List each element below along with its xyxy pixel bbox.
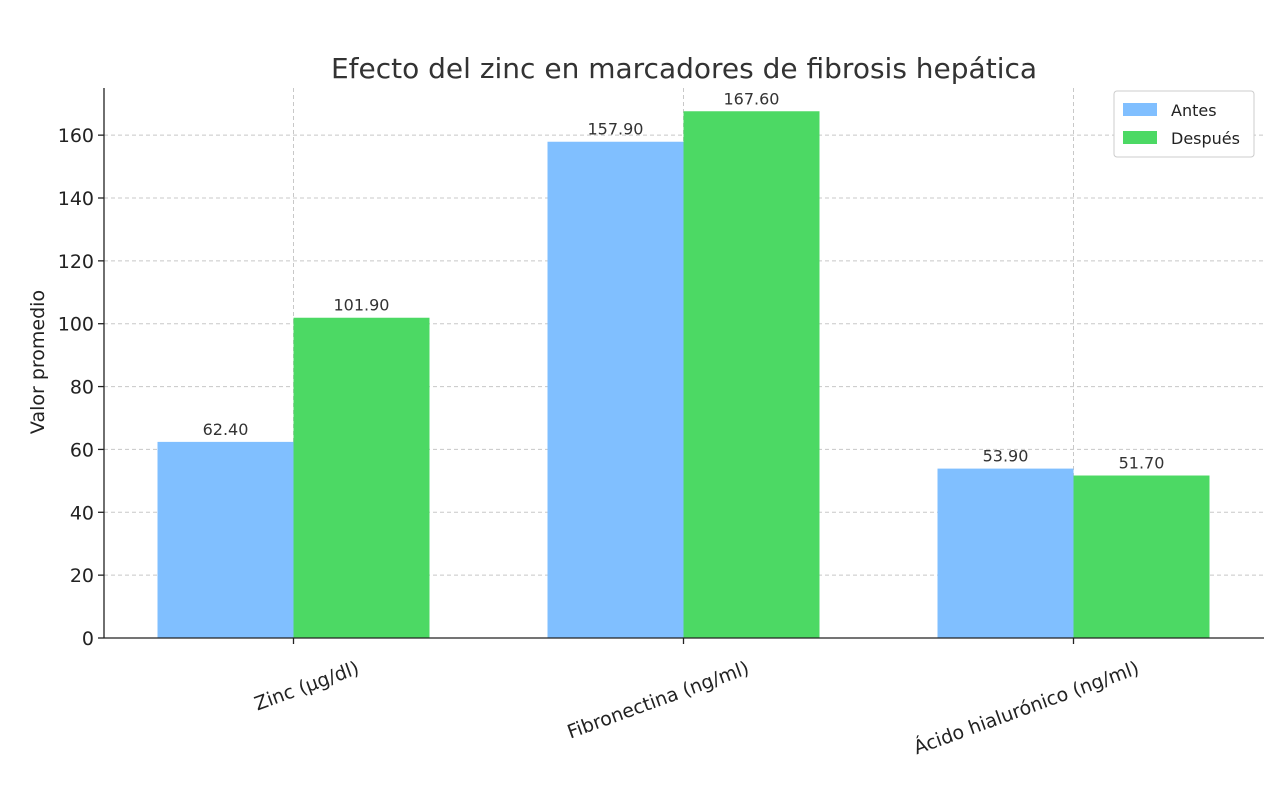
legend-swatch-despues <box>1123 131 1157 144</box>
bars <box>157 111 1210 638</box>
bar-antes <box>937 468 1074 638</box>
bar-antes <box>157 441 294 638</box>
y-tick-label: 80 <box>70 377 94 399</box>
bar-despues <box>683 111 820 638</box>
y-tick-label: 120 <box>58 251 94 273</box>
data-label: 157.90 <box>588 120 644 139</box>
legend-swatch-antes <box>1123 103 1157 116</box>
legend-label-antes: Antes <box>1171 101 1217 120</box>
legend: Antes Después <box>1113 90 1255 158</box>
y-tick-label: 100 <box>58 314 94 336</box>
bar-despues <box>1073 475 1210 638</box>
data-label: 101.90 <box>334 296 390 315</box>
x-tick-label: Ácido hialurónico (ng/ml) <box>911 656 1142 759</box>
y-tick-label: 0 <box>82 628 94 650</box>
x-tick-label: Fibronectina (ng/ml) <box>564 657 752 743</box>
bar-despues <box>293 317 430 638</box>
y-tick-label: 40 <box>70 502 94 524</box>
data-labels: 62.40 157.90 53.90 101.90 167.60 51.70 <box>203 89 1165 472</box>
chart-title: Efecto del zinc en marcadores de fibrosi… <box>331 52 1037 85</box>
y-tick-label: 140 <box>58 188 94 210</box>
axes <box>98 88 1264 644</box>
y-tick-label: 160 <box>58 125 94 147</box>
data-label: 167.60 <box>724 89 780 108</box>
bar-antes <box>547 141 684 638</box>
legend-label-despues: Después <box>1171 129 1240 148</box>
x-tick-labels: Zinc (µg/dl) Fibronectina (ng/ml) Ácido hi… <box>252 656 1142 759</box>
y-tick-labels: 0 20 40 60 80 100 120 140 160 <box>58 125 94 650</box>
y-tick-label: 60 <box>70 439 94 461</box>
data-label: 51.70 <box>1119 454 1165 473</box>
y-tick-label: 20 <box>70 565 94 587</box>
data-label: 53.90 <box>983 447 1029 466</box>
x-tick-label: Zinc (µg/dl) <box>252 657 362 715</box>
data-label: 62.40 <box>203 420 249 439</box>
y-axis-label: Valor promedio <box>27 290 49 434</box>
